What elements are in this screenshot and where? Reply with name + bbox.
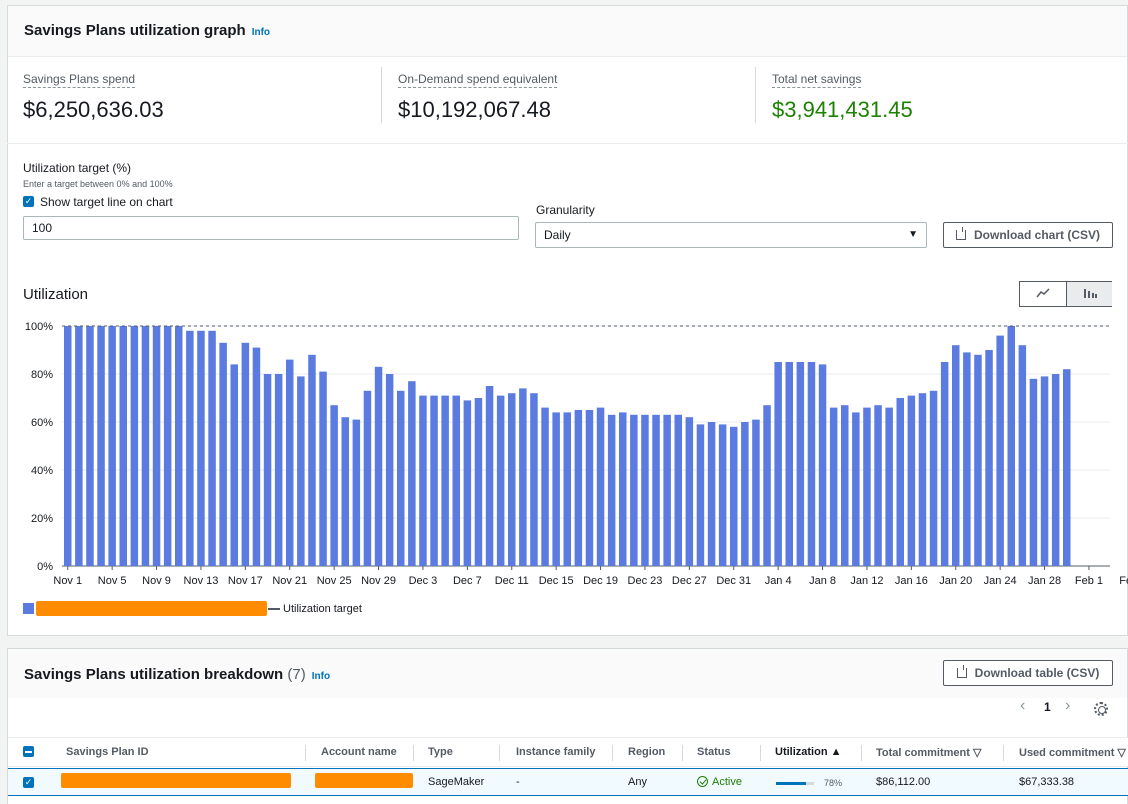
metric-savings-plans-spend: Savings Plans spend $6,250,636.03 [23, 70, 164, 123]
column-header-region[interactable]: Region [628, 746, 666, 758]
utilization-graph-panel: Savings Plans utilization graph Info [7, 5, 1128, 636]
metric-divider [381, 67, 382, 123]
target-description: Enter a target between 0% and 100% [23, 179, 173, 189]
show-target-checkbox[interactable]: ✓ [23, 196, 34, 207]
metric-divider [755, 67, 756, 123]
legend-target-label: Utilization target [283, 603, 362, 615]
cell-status: Active [697, 776, 742, 788]
breakdown-info-link[interactable]: Info [311, 671, 331, 682]
metric-value: $6,250,636.03 [23, 97, 164, 122]
download-icon [955, 227, 966, 240]
column-divider[interactable] [682, 745, 683, 761]
show-target-label: Show target line on chart [40, 195, 173, 209]
table-row[interactable]: ✓ SageMaker - Any Active 78% $86,112.00 … [8, 768, 1128, 796]
select-all-checkbox[interactable] [23, 746, 34, 757]
line-chart-view-button[interactable] [1020, 282, 1066, 306]
cell-type: SageMaker [428, 776, 485, 788]
cell-total-commitment: $86,112.00 [876, 776, 931, 788]
table-header-row: Savings Plan ID Account name Type Instan… [8, 737, 1128, 767]
column-divider[interactable] [760, 745, 761, 761]
bar-chart-view-button[interactable] [1066, 282, 1112, 306]
column-header-savings-plan-id[interactable]: Savings Plan ID [66, 746, 149, 758]
column-divider[interactable] [1003, 745, 1004, 761]
column-header-total-commitment[interactable]: Total commitment ▽ [876, 747, 982, 759]
granularity-select[interactable]: Daily ▼ [535, 222, 927, 248]
utilization-title: Utilization [23, 286, 89, 303]
column-header-instance-family[interactable]: Instance family [516, 746, 596, 758]
metric-label: Savings Plans spend [23, 72, 136, 88]
current-page[interactable]: 1 [1044, 700, 1051, 714]
column-header-account-name[interactable]: Account name [321, 746, 397, 758]
metric-value: $10,192,067.48 [398, 97, 551, 122]
utilization-progress-bar [776, 782, 814, 785]
column-header-type[interactable]: Type [428, 746, 453, 758]
check-circle-icon [697, 776, 708, 787]
granularity-value: Daily [544, 228, 571, 242]
line-chart-icon [1036, 288, 1050, 298]
redacted-savings-plan-id [61, 773, 291, 788]
next-page-icon[interactable]: › [1065, 697, 1071, 714]
breakdown-count: (7) [287, 666, 306, 683]
cell-instance-family: - [516, 776, 520, 788]
settings-gear-icon[interactable] [1094, 702, 1108, 716]
target-label: Utilization target (%) [23, 161, 132, 175]
column-header-used-commitment[interactable]: Used commitment ▽ [1019, 747, 1126, 759]
metric-on-demand-spend: On-Demand spend equivalent $10,192,067.4… [398, 70, 558, 123]
metric-value: $3,941,431.45 [772, 97, 913, 122]
granularity-label: Granularity [536, 203, 595, 217]
download-chart-button[interactable]: Download chart (CSV) [943, 222, 1113, 248]
sort-ascending-icon: ▲ [830, 746, 842, 758]
column-divider[interactable] [413, 745, 414, 761]
chart-view-toggle [1019, 281, 1112, 307]
cell-utilization: 78% [824, 778, 843, 788]
sort-icon: ▽ [1117, 747, 1126, 759]
download-icon [956, 665, 967, 678]
column-divider[interactable] [612, 745, 613, 761]
column-divider[interactable] [861, 745, 862, 761]
cell-used-commitment: $67,333.38 [1019, 776, 1075, 788]
utilization-progress-fill [776, 782, 806, 785]
metric-label: Total net savings [772, 72, 862, 88]
sort-icon: ▽ [972, 747, 982, 759]
target-input[interactable]: 100 [23, 216, 519, 240]
graph-panel-header: Savings Plans utilization graph Info [8, 6, 1127, 57]
column-header-utilization[interactable]: Utilization ▲ [775, 746, 842, 758]
cell-region: Any [628, 776, 647, 788]
row-checkbox[interactable]: ✓ [23, 777, 34, 788]
breakdown-panel-title: Savings Plans utilization breakdown (7) I… [24, 666, 331, 683]
previous-page-icon[interactable]: ‹ [1020, 697, 1026, 714]
legend-swatch-utilization [23, 603, 34, 614]
legend-swatch-target [268, 608, 280, 610]
column-divider[interactable] [499, 745, 500, 761]
redacted-legend-label [36, 601, 267, 616]
caret-down-icon: ▼ [908, 229, 918, 240]
download-table-button[interactable]: Download table (CSV) [943, 660, 1113, 686]
redacted-account-name [315, 773, 413, 788]
graph-panel-title: Savings Plans utilization graph Info [24, 22, 271, 39]
metric-label: On-Demand spend equivalent [398, 72, 558, 88]
metric-total-net-savings: Total net savings $3,941,431.45 [772, 70, 913, 123]
bar-chart-icon [1083, 289, 1097, 298]
graph-info-link[interactable]: Info [251, 27, 271, 38]
metrics-divider [7, 143, 1128, 144]
column-divider[interactable] [305, 745, 306, 761]
column-header-status[interactable]: Status [697, 746, 731, 758]
breakdown-panel-header: Savings Plans utilization breakdown (7) I… [8, 649, 1127, 698]
